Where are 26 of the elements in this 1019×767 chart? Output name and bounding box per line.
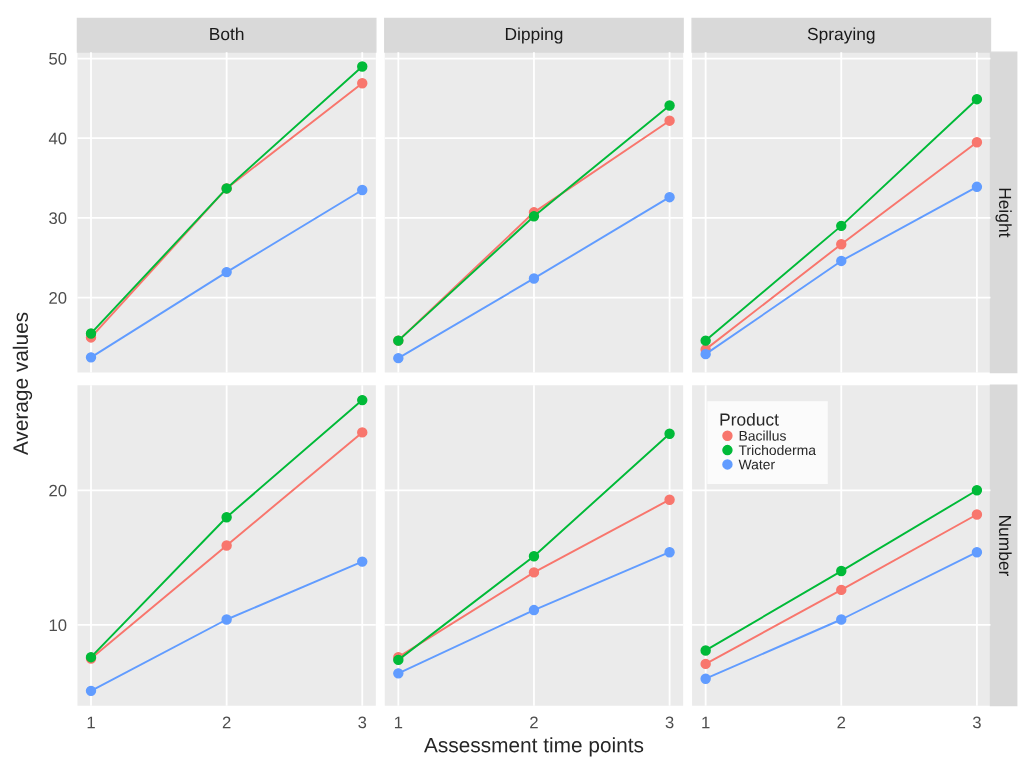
- x-tick-label: 2: [222, 716, 231, 729]
- legend-title: Product: [720, 412, 779, 426]
- y-tick-label: 50: [49, 52, 67, 65]
- y-tick-label: 30: [49, 212, 67, 225]
- x-tick-label: 1: [87, 716, 95, 729]
- x-tick-label: 3: [665, 716, 674, 729]
- x-tick-label: 1: [702, 716, 710, 729]
- y-tick-label: 20: [49, 291, 67, 304]
- y-axis-title: Average values: [12, 312, 33, 456]
- x-tick-label: 1: [394, 716, 403, 729]
- legend-label: Trichoderma: [738, 444, 816, 456]
- legend-label: Water: [738, 459, 775, 470]
- text: Number: [998, 516, 1012, 577]
- chart-title: Both: [210, 27, 244, 41]
- legend-label: Bacillus: [739, 430, 786, 441]
- x-tick-label: 2: [530, 716, 538, 729]
- y-tick-label: 10: [49, 619, 67, 632]
- y-tick-label: 40: [48, 132, 67, 145]
- x-tick-label: 2: [837, 716, 846, 729]
- chart-title: Dipping: [505, 27, 563, 44]
- y-tick-label: 20: [49, 484, 67, 497]
- x-tick-label: 3: [972, 716, 981, 729]
- text: Height: [995, 188, 1012, 238]
- x-axis-title: Assessment time points: [424, 737, 644, 757]
- x-tick-label: 3: [358, 716, 367, 729]
- chart-title: Spraying: [807, 27, 875, 44]
